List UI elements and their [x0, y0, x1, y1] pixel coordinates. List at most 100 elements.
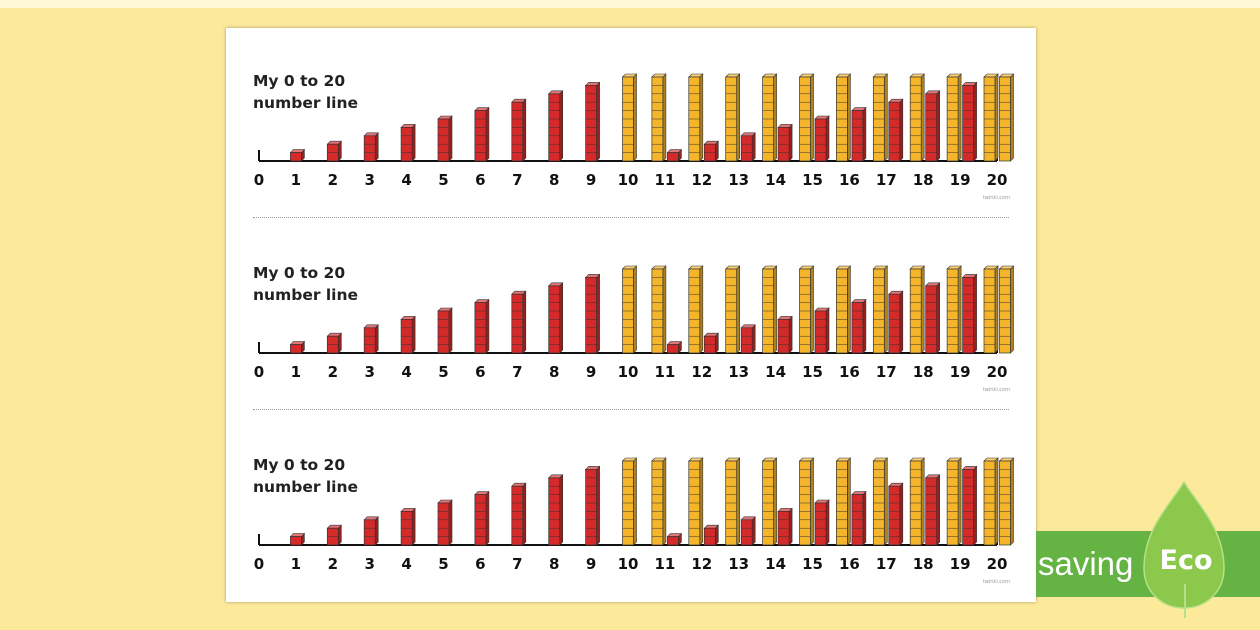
unit-cube-stack [326, 332, 343, 354]
number-label: 1 [291, 363, 301, 381]
number-label: 17 [876, 171, 897, 189]
number-line-graphic: 0 1 2 3 4 5 6 7 8 9 10 11 12 13 14 15 16 17 18 19 20 [254, 265, 1015, 381]
title-line-2: number line [253, 478, 359, 496]
ten-rod [761, 457, 778, 546]
unit-cube-stack [703, 140, 720, 162]
number-label: 17 [876, 555, 897, 573]
ten-rod [946, 73, 962, 162]
ten-rod [835, 265, 852, 354]
unit-cube-stack [363, 324, 379, 354]
unit-cube-stack [474, 490, 490, 546]
number-label: 3 [364, 171, 374, 189]
number-label: 10 [618, 555, 639, 573]
ten-rod [761, 265, 778, 354]
ten-rod [651, 73, 667, 162]
number-label: 16 [839, 171, 860, 189]
worksheet-title: My 0 to 20 number line [253, 454, 373, 498]
unit-cube-stack [814, 499, 830, 546]
ten-rod [688, 265, 704, 354]
ten-rod [946, 457, 962, 546]
eco-label: Eco [1159, 545, 1213, 576]
number-label: 18 [913, 171, 934, 189]
unit-cube-stack [511, 98, 527, 162]
number-label: 19 [950, 363, 971, 381]
number-label: 5 [438, 555, 448, 573]
number-label: 15 [802, 171, 823, 189]
unit-cube-stack [547, 282, 564, 354]
number-label: 10 [618, 363, 639, 381]
number-label: 0 [254, 555, 264, 573]
number-label: 15 [802, 363, 823, 381]
worksheet-page: My 0 to 20 number line 0 1 2 3 4 5 6 7 8 9 10 11 12 13 1… [226, 28, 1036, 602]
number-label: 19 [950, 555, 971, 573]
unit-cube-stack [961, 465, 978, 546]
copyright-text: twinkl.com [982, 579, 1010, 585]
number-line-strip: My 0 to 20 number line 0 1 2 3 4 5 6 7 8 9 10 11 12 13 1… [226, 220, 1036, 412]
ten-rod [835, 73, 852, 162]
ten-rod [983, 265, 999, 354]
eco-saving-text: saving [1038, 545, 1134, 582]
ten-rod [998, 265, 1015, 354]
ten-rod [983, 457, 999, 546]
unit-cube-stack [777, 507, 793, 546]
unit-cube-stack [289, 532, 306, 546]
unit-cube-stack [400, 123, 416, 162]
number-label: 14 [765, 555, 786, 573]
ten-rod [761, 73, 778, 162]
unit-cube-stack [924, 90, 941, 162]
cut-line-divider [253, 409, 1009, 410]
number-label: 3 [364, 363, 374, 381]
number-label: 15 [802, 555, 823, 573]
number-label: 16 [839, 555, 860, 573]
number-label: 9 [586, 171, 596, 189]
number-label: 14 [765, 363, 786, 381]
number-label: 5 [438, 363, 448, 381]
number-label: 20 [987, 171, 1008, 189]
unit-cube-stack [703, 524, 720, 546]
unit-cube-stack [400, 315, 416, 354]
number-label: 17 [876, 363, 897, 381]
unit-cube-stack [740, 516, 756, 546]
unit-cube-stack [511, 482, 527, 546]
ten-rod [798, 265, 815, 354]
ten-rod [909, 265, 925, 354]
worksheet-title: My 0 to 20 number line [253, 70, 373, 114]
number-label: 7 [512, 555, 522, 573]
number-label: 4 [401, 555, 411, 573]
number-label: 6 [475, 363, 485, 381]
number-label: 9 [586, 555, 596, 573]
unit-cube-stack [961, 81, 978, 162]
unit-cube-stack [511, 290, 527, 354]
number-label: 18 [913, 555, 934, 573]
number-label: 19 [950, 171, 971, 189]
worksheet-title: My 0 to 20 number line [253, 262, 373, 306]
ten-rod [909, 457, 925, 546]
number-label: 1 [291, 555, 301, 573]
ten-rod [983, 73, 999, 162]
ten-rod [909, 73, 925, 162]
unit-cube-stack [474, 298, 490, 354]
unit-cube-stack [814, 307, 830, 354]
number-label: 20 [987, 363, 1008, 381]
ten-rod [872, 457, 889, 546]
number-label: 2 [328, 171, 338, 189]
title-line-1: My 0 to 20 [253, 72, 346, 90]
ten-rod [798, 73, 815, 162]
number-label: 13 [728, 555, 749, 573]
unit-cube-stack [363, 132, 379, 162]
copyright-text: twinkl.com [982, 195, 1010, 201]
number-label: 0 [254, 363, 264, 381]
number-label: 2 [328, 555, 338, 573]
number-line-graphic: 0 1 2 3 4 5 6 7 8 9 10 11 12 13 14 15 16 17 18 19 20 [254, 457, 1015, 573]
number-label: 12 [691, 171, 712, 189]
number-label: 8 [549, 171, 559, 189]
title-line-2: number line [253, 94, 359, 112]
unit-cube-stack [666, 340, 683, 354]
ten-rod [724, 457, 741, 546]
title-line-1: My 0 to 20 [253, 456, 346, 474]
unit-cube-stack [547, 474, 564, 546]
number-label: 11 [654, 555, 675, 573]
unit-cube-stack [474, 106, 490, 162]
number-label: 5 [438, 171, 448, 189]
unit-cube-stack [740, 132, 756, 162]
